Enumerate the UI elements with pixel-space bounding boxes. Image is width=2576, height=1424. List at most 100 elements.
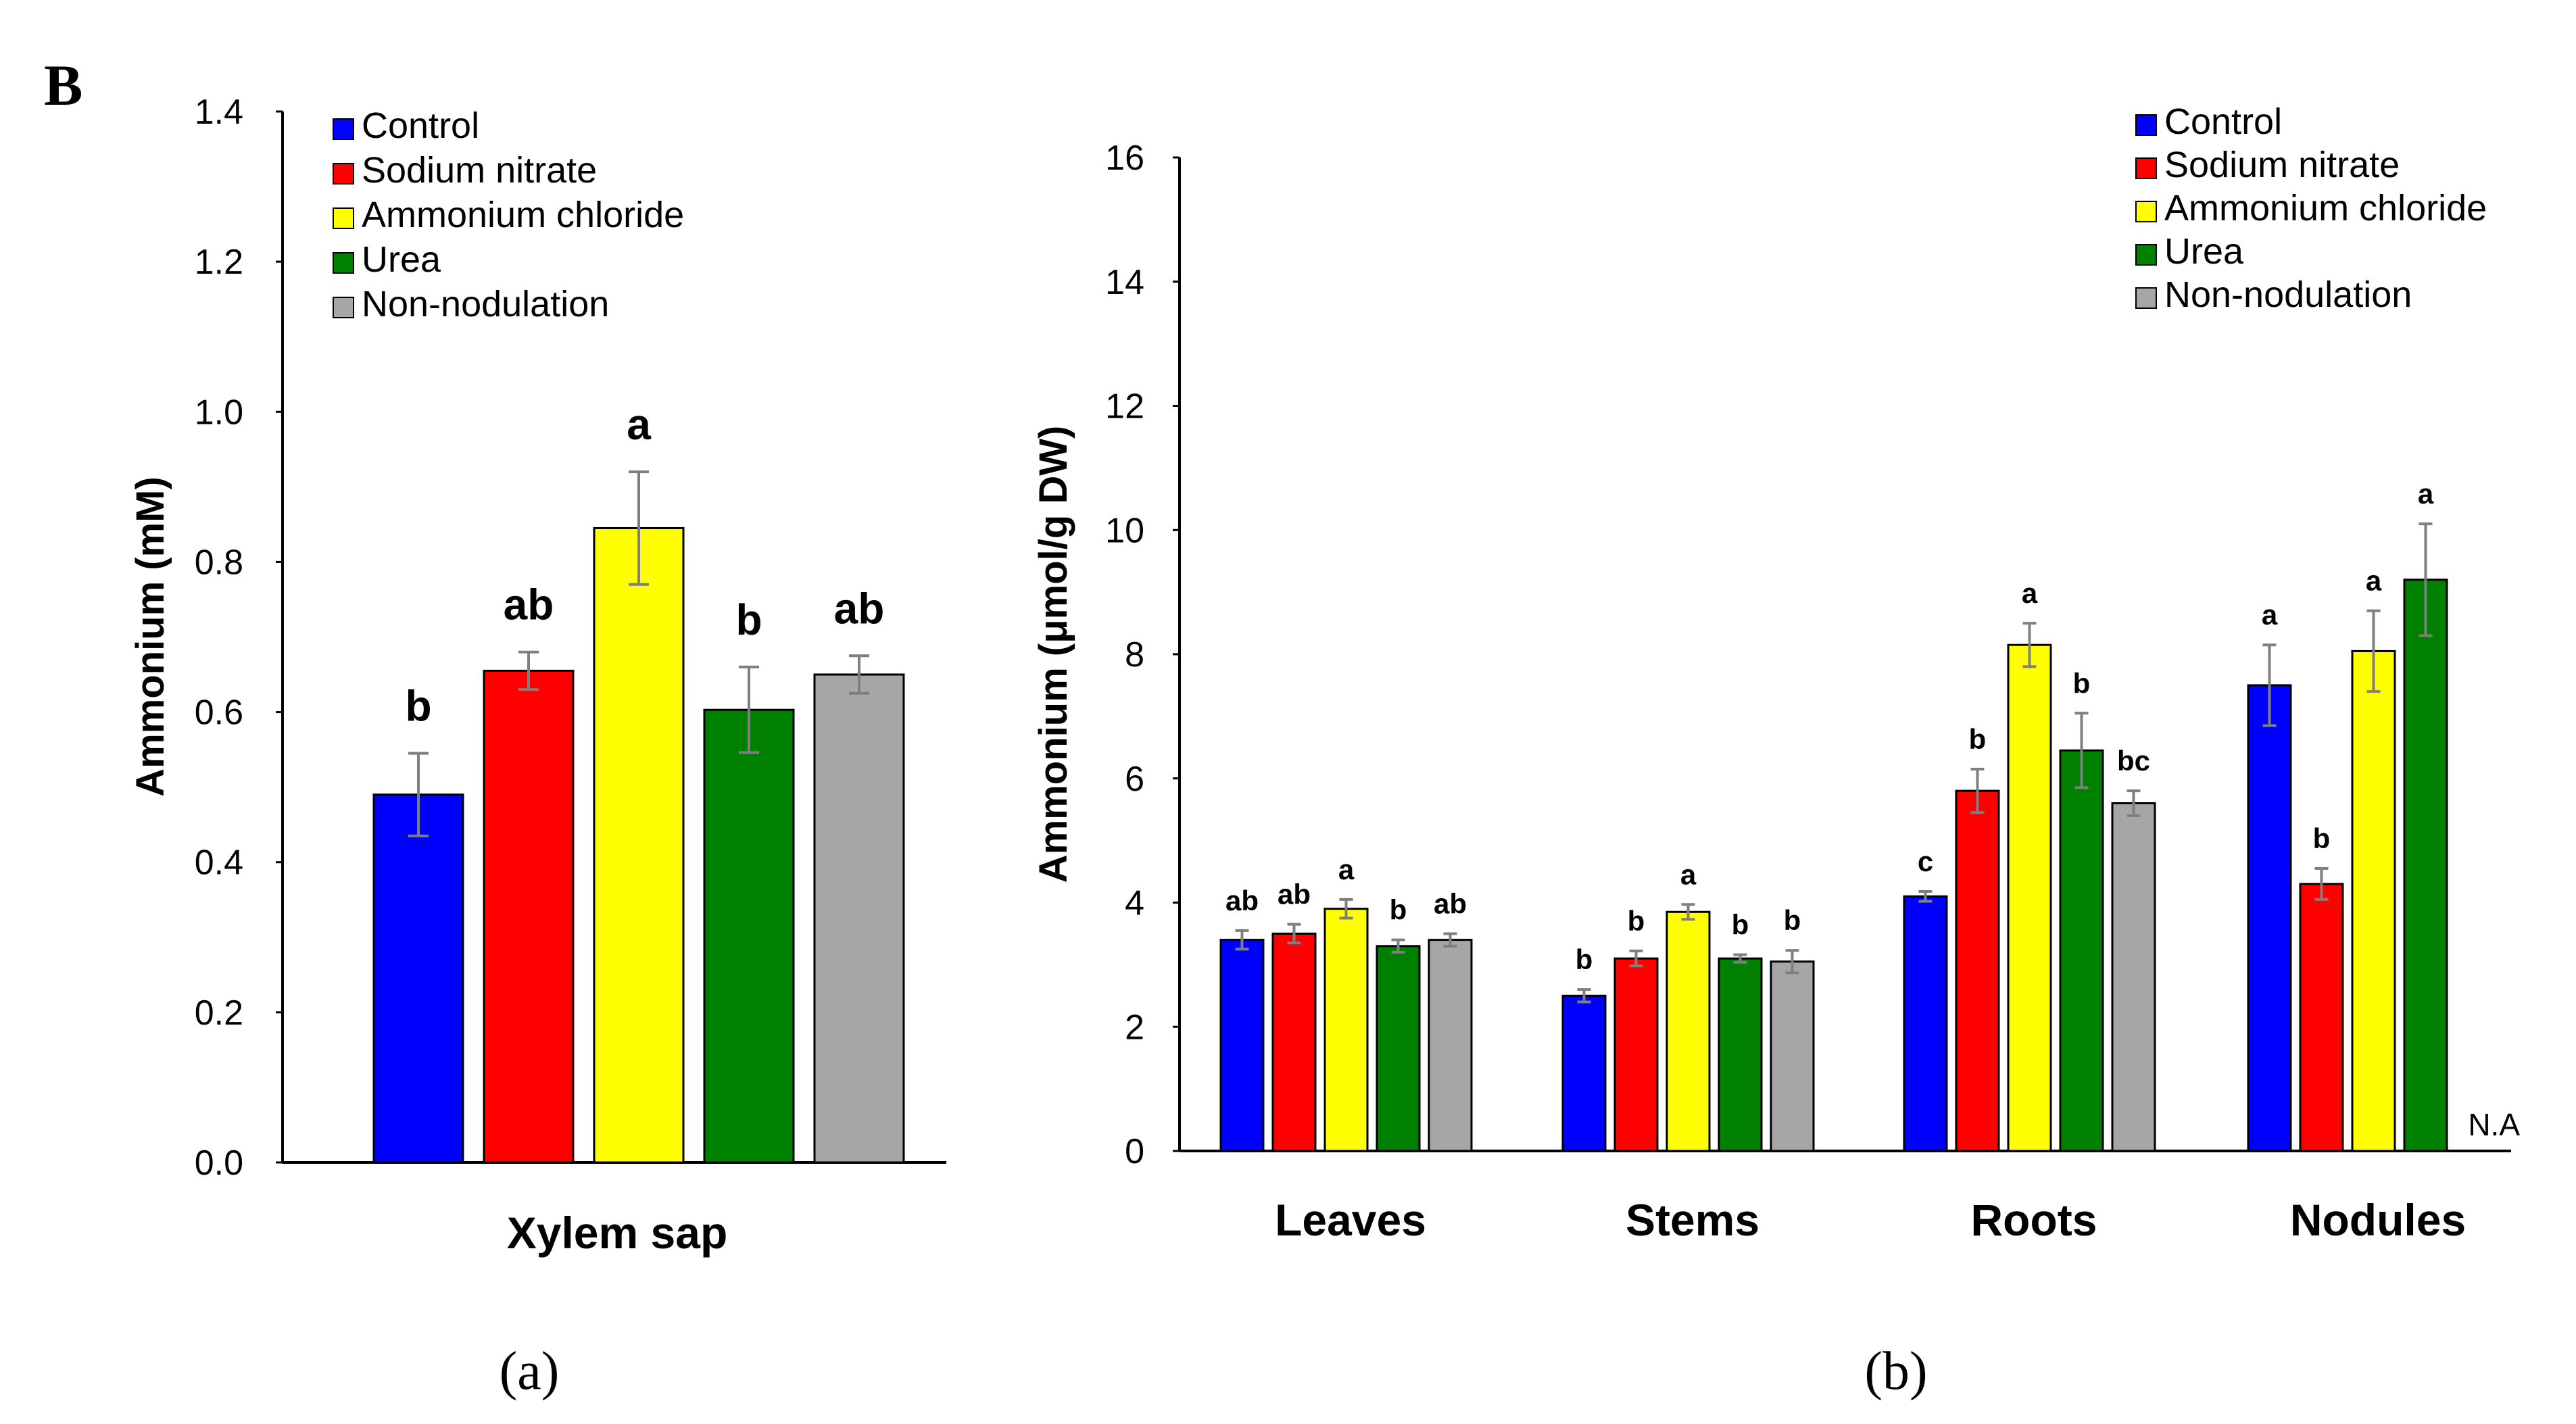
b-bar-roots-control	[1903, 895, 1948, 1152]
a-letter-xylem-sap-non-nodulation: ab	[834, 584, 885, 633]
chart-a-error-bars	[408, 470, 869, 837]
chart-a-bars	[372, 526, 905, 1164]
b-letter-leaves-sodium-nitrate: ab	[1278, 879, 1311, 910]
b-bar-leaves-non-nodulation	[1428, 939, 1473, 1152]
b-letter-leaves-non-nodulation: ab	[1434, 887, 1467, 919]
b-y-tick-label: 6	[1125, 760, 1144, 799]
a-error-bar-xylem-sap-non-nodulation	[849, 654, 869, 695]
b-letter-leaves-ammonium-chloride: a	[1338, 854, 1355, 885]
b-y-tick-label: 16	[1105, 139, 1144, 178]
a-y-tick-label: 1.2	[195, 243, 243, 282]
b-category-label-leaves: Leaves	[1275, 1195, 1426, 1245]
b-letter-nodules-ammonium-chloride: a	[2366, 565, 2382, 597]
b-bar-leaves-ammonium-chloride	[1323, 908, 1369, 1152]
chart-a-y-ticks: 0.0 0.2 0.4 0.6 0.8 1.0 1.2 1.4	[195, 93, 283, 1183]
b-letter-nodules-sodium-nitrate: b	[2313, 823, 2331, 854]
b-y-tick-label: 10	[1105, 511, 1144, 550]
b-legend-label-ammonium-chloride: Ammonium chloride	[2164, 188, 2487, 228]
b-bar-stems-non-nodulation	[1770, 960, 1815, 1152]
b-legend-label-non-nodulation: Non-nodulation	[2164, 274, 2412, 315]
chart-b-y-axis-label: Ammonium (μmol/g DW)	[1031, 426, 1075, 883]
a-legend-swatch-sodium-nitrate	[333, 163, 354, 185]
b-error-bar-nodules-control	[2262, 643, 2277, 727]
b-error-bar-nodules-urea	[2419, 522, 2433, 637]
a-y-tick-label: 1.4	[195, 93, 243, 132]
b-bar-nodules-urea	[2403, 579, 2448, 1152]
b-letter-roots-sodium-nitrate: b	[1969, 723, 1987, 755]
b-bar-leaves-control	[1219, 939, 1265, 1152]
b-letter-leaves-control: ab	[1225, 885, 1259, 916]
b-error-bar-stems-non-nodulation	[1785, 949, 1799, 975]
b-legend-label-control: Control	[2164, 101, 2282, 142]
b-error-bar-nodules-sodium-nitrate	[2314, 866, 2329, 901]
chart-a-x-axis-label: Xylem sap	[507, 1208, 728, 1258]
a-y-tick-label: 0.2	[195, 993, 243, 1033]
b-letter-leaves-urea: b	[1390, 894, 1407, 926]
a-letter-xylem-sap-control: b	[405, 682, 431, 731]
a-bar-xylem-sap-urea	[703, 708, 795, 1164]
panel-label: B	[44, 53, 82, 118]
b-bar-stems-sodium-nitrate	[1613, 957, 1659, 1152]
not-available-label: N.A	[2468, 1107, 2520, 1142]
b-category-label-nodules: Nodules	[2290, 1195, 2466, 1245]
b-letter-nodules-control: a	[2262, 599, 2278, 631]
b-bar-roots-ammonium-chloride	[2007, 643, 2052, 1152]
b-letter-roots-non-nodulation: bc	[2117, 745, 2150, 777]
b-letter-stems-sodium-nitrate: b	[1628, 905, 1645, 937]
a-y-tick-label: 1.0	[195, 393, 243, 432]
b-letter-roots-ammonium-chloride: a	[2022, 577, 2038, 609]
chart-b-error-bars	[1235, 522, 2433, 1004]
b-letter-stems-ammonium-chloride: a	[1680, 858, 1697, 890]
a-legend-swatch-control	[333, 118, 354, 140]
b-error-bar-nodules-ammonium-chloride	[2366, 609, 2381, 693]
b-error-bar-roots-sodium-nitrate	[1970, 767, 1985, 814]
a-legend-label-sodium-nitrate: Sodium nitrate	[362, 150, 597, 191]
a-legend-swatch-non-nodulation	[333, 297, 354, 318]
b-error-bar-roots-non-nodulation	[2127, 789, 2141, 817]
b-y-tick-label: 4	[1125, 884, 1144, 923]
b-letter-roots-control: c	[1918, 845, 1933, 877]
a-legend-label-control: Control	[362, 105, 479, 146]
a-legend-swatch-ammonium-chloride	[333, 207, 354, 229]
b-legend-swatch-control	[2135, 114, 2157, 136]
b-bar-stems-ammonium-chloride	[1666, 910, 1711, 1152]
b-legend-label-urea: Urea	[2164, 231, 2244, 272]
b-error-bar-roots-control	[1918, 889, 1933, 903]
b-error-bar-stems-urea	[1733, 953, 1747, 964]
b-legend-label-sodium-nitrate: Sodium nitrate	[2164, 145, 2400, 185]
a-bar-xylem-sap-control	[372, 793, 464, 1164]
b-bar-stems-control	[1561, 994, 1607, 1152]
a-legend-swatch-urea	[333, 252, 354, 274]
a-letter-xylem-sap-ammonium-chloride: a	[627, 400, 651, 449]
a-legend-label-ammonium-chloride: Ammonium chloride	[362, 195, 684, 235]
chart-b-category-labels: Leaves Stems Roots Nodules	[1275, 1195, 2466, 1245]
b-y-tick-label: 14	[1105, 263, 1144, 302]
a-bar-xylem-sap-non-nodulation	[813, 673, 905, 1164]
b-bar-leaves-sodium-nitrate	[1271, 932, 1317, 1152]
b-y-tick-label: 0	[1125, 1132, 1144, 1171]
a-letter-xylem-sap-sodium-nitrate: ab	[504, 581, 554, 629]
a-legend-label-non-nodulation: Non-nodulation	[362, 284, 609, 324]
b-y-tick-label: 8	[1125, 635, 1144, 674]
b-error-bar-roots-ammonium-chloride	[2022, 622, 2037, 668]
b-legend-swatch-ammonium-chloride	[2135, 201, 2157, 222]
a-error-bar-xylem-sap-sodium-nitrate	[518, 650, 539, 691]
chart-a-y-axis-label: Ammonium (mM)	[128, 476, 172, 797]
chart-b-y-ticks: 0 2 4 6 8 10 12 14 16	[1105, 139, 1180, 1171]
a-y-tick-label: 0.0	[195, 1144, 243, 1183]
b-bar-roots-non-nodulation	[2111, 802, 2156, 1152]
b-letter-stems-urea: b	[1732, 909, 1749, 941]
b-legend-swatch-non-nodulation	[2135, 287, 2157, 309]
b-error-bar-roots-urea	[2074, 712, 2089, 789]
subfigure-label-a: (a)	[500, 1342, 560, 1401]
b-bar-leaves-urea	[1376, 945, 1421, 1152]
b-y-tick-label: 2	[1125, 1008, 1144, 1047]
b-bar-roots-sodium-nitrate	[1955, 789, 2000, 1152]
b-error-bar-stems-sodium-nitrate	[1629, 950, 1643, 968]
